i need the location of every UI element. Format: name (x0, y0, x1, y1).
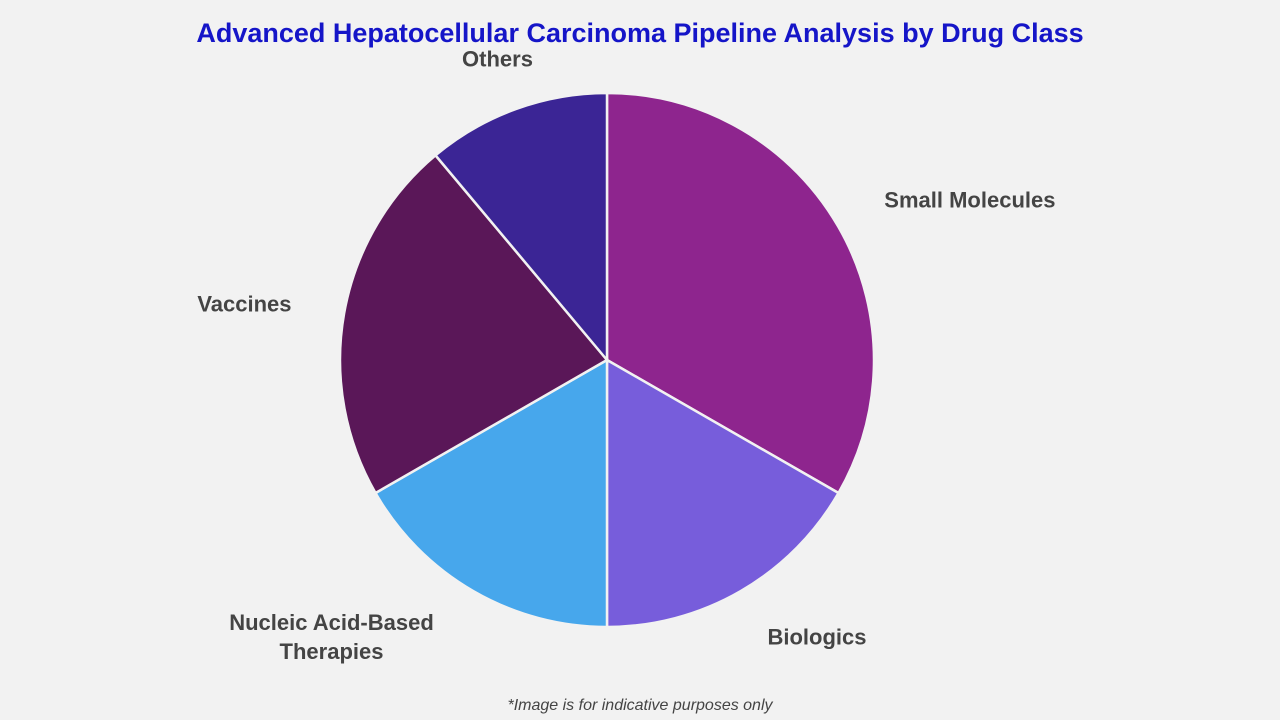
pie-slice (433, 91, 609, 364)
slice-label: Biologics (767, 624, 867, 650)
chart-title: Advanced Hepatocellular Carcinoma Pipeli… (196, 18, 1084, 48)
footnote: *Image is for indicative purposes only (507, 697, 773, 714)
pie-slice (373, 357, 609, 629)
slice-label: Nucleic Acid-Based Therapies (229, 610, 434, 665)
slice-label: Others (462, 46, 533, 72)
slice-label: Vaccines (197, 291, 292, 317)
pie-slice (605, 91, 876, 495)
pie-slice (338, 153, 609, 495)
slice-label: Small Molecules (884, 187, 1056, 212)
pie-slice (605, 357, 841, 629)
